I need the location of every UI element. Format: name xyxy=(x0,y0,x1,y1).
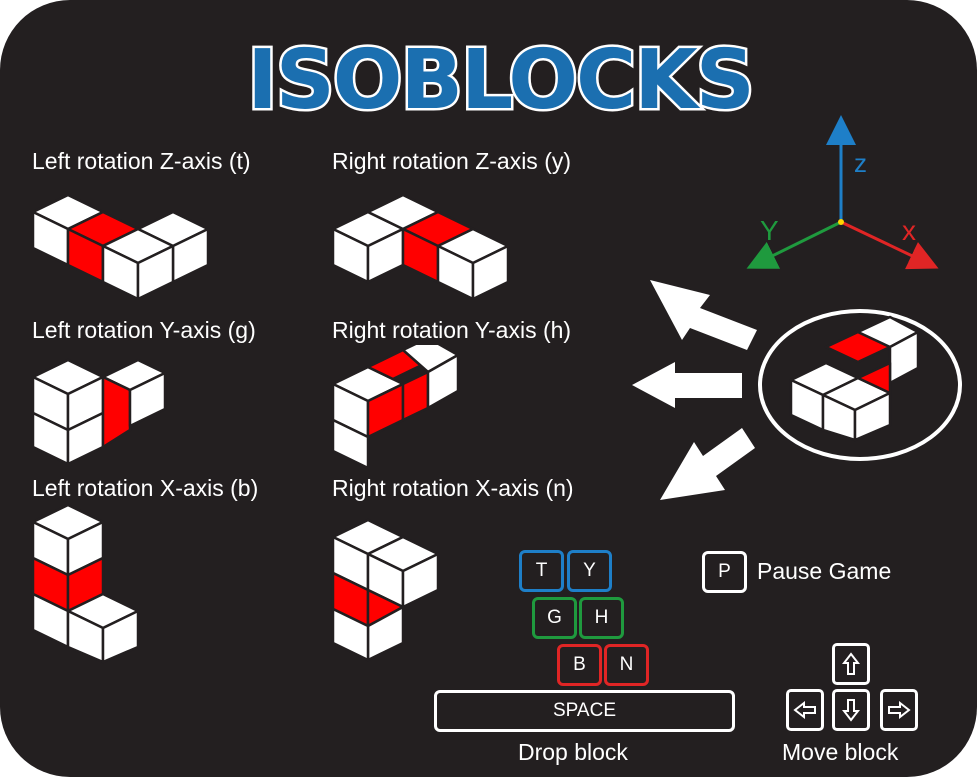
key-p-button[interactable]: P xyxy=(702,551,747,593)
game-title-logo: ISOBLOCKS xyxy=(245,31,758,129)
arrow-down-left-icon xyxy=(660,428,755,500)
arrow-up-key[interactable] xyxy=(832,643,870,685)
arrow-up-icon xyxy=(842,652,860,675)
axis-gizmo: z Y x xyxy=(746,115,939,270)
move-block-label: Move block xyxy=(782,739,899,765)
arrow-right-key[interactable] xyxy=(880,689,918,731)
y-right-label: Right rotation Y-axis (h) xyxy=(332,317,572,343)
pause-label: Pause Game xyxy=(757,558,892,584)
key-g-button[interactable]: G xyxy=(532,597,577,639)
key-y-button[interactable]: Y xyxy=(567,550,612,592)
key-n-button[interactable]: N xyxy=(604,644,649,686)
space-key-button[interactable]: SPACE xyxy=(434,690,735,732)
key-b-button[interactable]: B xyxy=(557,644,602,686)
piece-y-left xyxy=(31,358,167,465)
arrow-down-icon xyxy=(842,699,860,722)
piece-y-right xyxy=(331,345,460,470)
y-axis-line xyxy=(746,220,842,269)
rotation-arrows xyxy=(632,280,757,500)
game-title: ISOBLOCKS xyxy=(247,33,753,128)
drop-block-label: Drop block xyxy=(518,739,628,765)
current-piece-ellipse xyxy=(758,309,962,461)
piece-x-right xyxy=(331,518,440,662)
piece-z-right xyxy=(331,193,510,300)
arrow-right-icon xyxy=(888,701,911,719)
x-axis-line xyxy=(840,220,939,270)
arrow-left-big-icon xyxy=(632,362,742,408)
z-left-label: Left rotation Z-axis (t) xyxy=(32,148,251,174)
arrow-down-key[interactable] xyxy=(832,689,870,731)
arrow-left-key[interactable] xyxy=(786,689,824,731)
piece-x-left xyxy=(31,503,140,664)
y-left-label: Left rotation Y-axis (g) xyxy=(32,317,256,343)
x-axis-label: x xyxy=(902,215,916,246)
arrow-up-left-icon xyxy=(650,280,757,350)
piece-z-left xyxy=(31,193,210,300)
x-left-label: Left rotation X-axis (b) xyxy=(32,475,259,501)
y-axis-label: Y xyxy=(760,215,779,246)
key-h-button[interactable]: H xyxy=(579,597,624,639)
z-right-label: Right rotation Z-axis (y) xyxy=(332,148,572,174)
z-axis-label: z xyxy=(854,148,867,178)
arrow-left-icon xyxy=(793,701,816,719)
x-right-label: Right rotation X-axis (n) xyxy=(332,475,574,501)
key-t-button[interactable]: T xyxy=(519,550,564,592)
